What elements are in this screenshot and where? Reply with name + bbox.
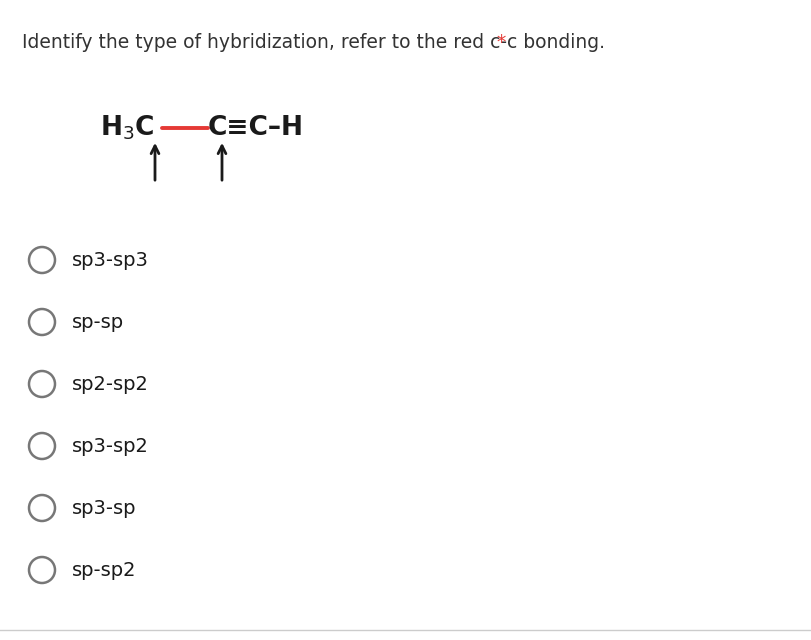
Text: *: *	[496, 33, 505, 51]
Text: Identify the type of hybridization, refer to the red c-c bonding.: Identify the type of hybridization, refe…	[22, 33, 604, 51]
Text: C≡C–H: C≡C–H	[208, 115, 303, 141]
Text: sp-sp: sp-sp	[72, 312, 124, 332]
Text: sp3-sp: sp3-sp	[72, 499, 136, 518]
Text: H$_3$C: H$_3$C	[100, 114, 154, 142]
Text: Identify the type of hybridization, refer to the red c-c bonding. *: Identify the type of hybridization, refe…	[22, 33, 620, 51]
Text: sp3-sp3: sp3-sp3	[72, 250, 148, 269]
Text: sp-sp2: sp-sp2	[72, 561, 136, 579]
Text: sp2-sp2: sp2-sp2	[72, 374, 148, 394]
Text: sp3-sp2: sp3-sp2	[72, 436, 148, 456]
